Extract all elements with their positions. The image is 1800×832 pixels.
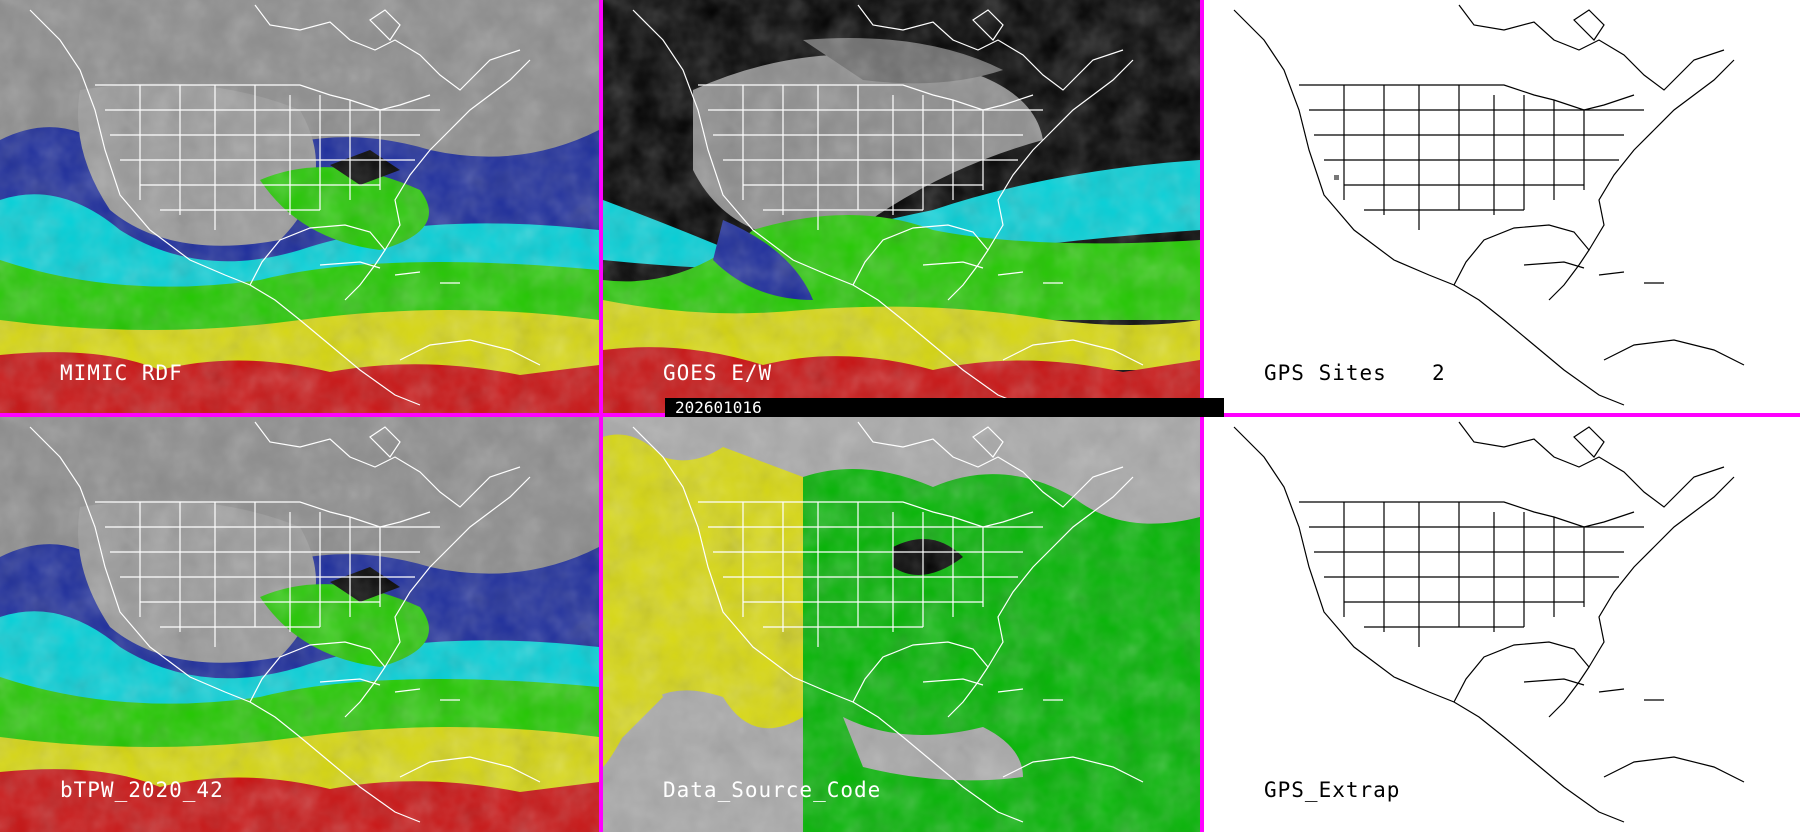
panel-label: GOES E/W (663, 361, 773, 385)
panel-gps-sites: GPS Sites (1204, 0, 1800, 413)
panel-label: GPS Sites (1264, 361, 1387, 385)
source-code-map-image (603, 417, 1200, 832)
outline-map-image (1204, 0, 1800, 413)
tpw-map-image (0, 417, 599, 832)
timestamp-bar: 202601016 (665, 398, 1224, 417)
panel-label: GPS_Extrap (1264, 778, 1401, 802)
panel-gps-extrap: GPS_Extrap (1204, 417, 1800, 832)
gps-site-count: 2 (1432, 361, 1445, 385)
tpw-map-image (603, 0, 1200, 413)
panel-mimic-rdf: MIMIC RDF (0, 0, 599, 413)
tpw-map-image (0, 0, 599, 413)
panel-label: bTPW_2020_42 (60, 778, 224, 802)
outline-map-image (1204, 417, 1800, 832)
panel-btpw: bTPW_2020_42 (0, 417, 599, 832)
panel-label: MIMIC RDF (60, 361, 183, 385)
panel-data-source-code: Data_Source_Code (603, 417, 1200, 832)
vertical-divider (599, 0, 603, 832)
panel-label: Data_Source_Code (663, 778, 882, 802)
panel-goes-ew: GOES E/W (603, 0, 1200, 413)
